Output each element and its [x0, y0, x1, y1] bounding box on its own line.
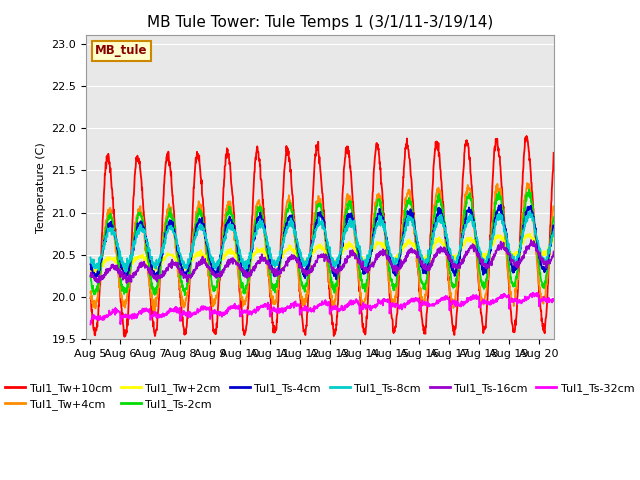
Title: MB Tule Tower: Tule Temps 1 (3/1/11-3/19/14): MB Tule Tower: Tule Temps 1 (3/1/11-3/19…	[147, 15, 493, 30]
Y-axis label: Temperature (C): Temperature (C)	[36, 142, 46, 233]
Legend: Tul1_Tw+10cm, Tul1_Tw+4cm, Tul1_Tw+2cm, Tul1_Ts-2cm, Tul1_Ts-4cm, Tul1_Ts-8cm, T: Tul1_Tw+10cm, Tul1_Tw+4cm, Tul1_Tw+2cm, …	[1, 378, 639, 415]
Text: MB_tule: MB_tule	[95, 45, 148, 58]
